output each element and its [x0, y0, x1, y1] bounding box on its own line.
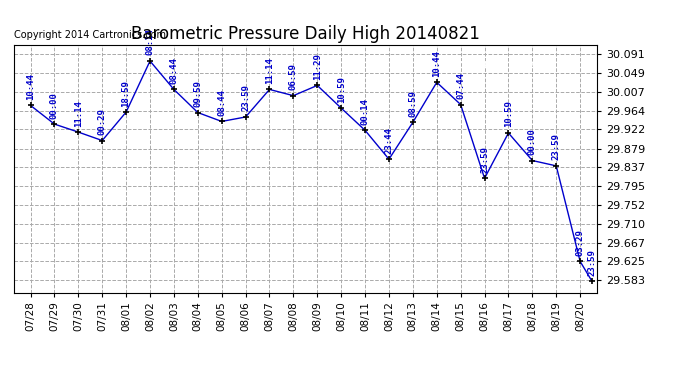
- Text: 10:44: 10:44: [432, 50, 441, 77]
- Text: 09:59: 09:59: [193, 80, 202, 107]
- Text: 08:44: 08:44: [217, 89, 226, 116]
- Text: 03:29: 03:29: [575, 229, 584, 256]
- Text: 23:44: 23:44: [384, 127, 393, 154]
- Text: 06:59: 06:59: [289, 63, 298, 90]
- Text: 23:59: 23:59: [241, 84, 250, 111]
- Text: 00:14: 00:14: [361, 98, 370, 125]
- Text: 07:44: 07:44: [456, 72, 465, 99]
- Text: 23:59: 23:59: [588, 249, 597, 276]
- Text: 00:00: 00:00: [50, 92, 59, 118]
- Text: 23:59: 23:59: [480, 146, 489, 173]
- Title: Barometric Pressure Daily High 20140821: Barometric Pressure Daily High 20140821: [131, 26, 480, 44]
- Text: Copyright 2014 Cartronics.com: Copyright 2014 Cartronics.com: [14, 30, 166, 40]
- Text: 10:59: 10:59: [504, 100, 513, 128]
- Text: 00:00: 00:00: [528, 128, 537, 155]
- Text: 10:59: 10:59: [337, 76, 346, 102]
- Text: 11:29: 11:29: [313, 53, 322, 80]
- Text: 11:14: 11:14: [74, 100, 83, 126]
- Text: 18:59: 18:59: [121, 80, 130, 106]
- Text: 23:59: 23:59: [552, 134, 561, 160]
- Text: 10:44: 10:44: [26, 73, 35, 100]
- Text: 08:14: 08:14: [146, 28, 155, 56]
- Text: 08:59: 08:59: [408, 90, 417, 117]
- Text: 08:44: 08:44: [170, 57, 179, 84]
- Text: 00:29: 00:29: [98, 108, 107, 135]
- Text: 11:14: 11:14: [265, 57, 274, 84]
